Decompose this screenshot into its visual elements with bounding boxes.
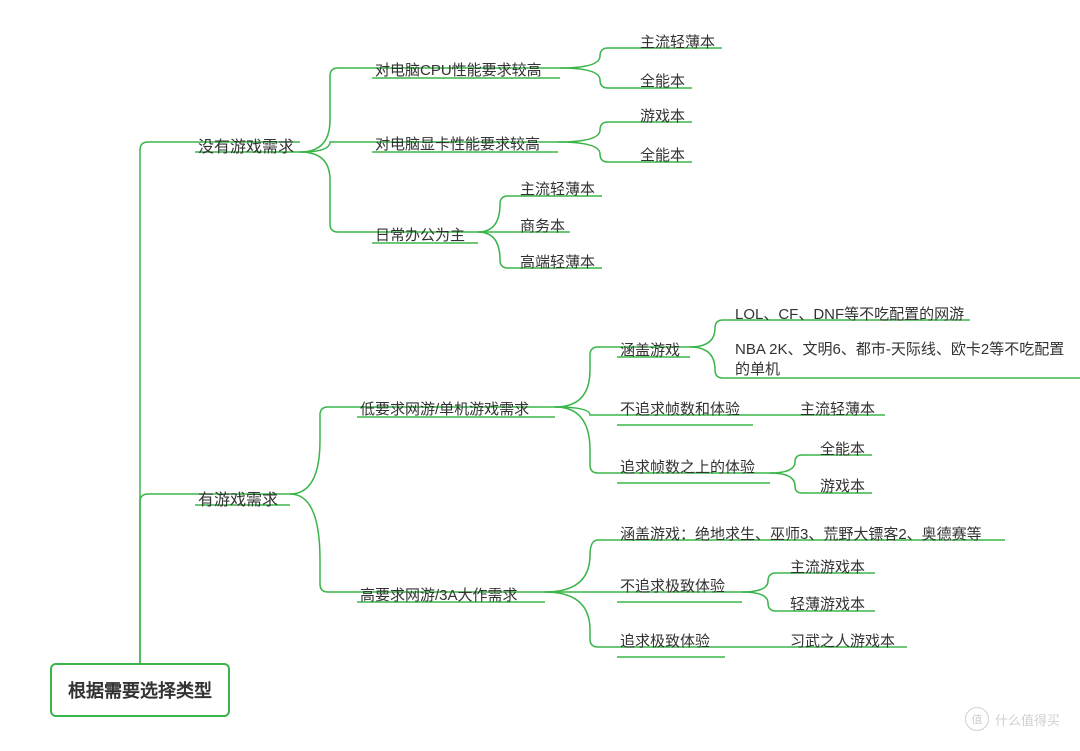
- watermark-badge-icon: 值: [965, 707, 989, 731]
- node-covered-games: 涵盖游戏: [620, 339, 680, 360]
- node-want-fps: 追求帧数之上的体验: [620, 456, 755, 477]
- leaf-thin-light: 主流轻薄本: [640, 31, 715, 52]
- node-want-extreme: 追求极致体验: [620, 630, 710, 651]
- node-cpu-high: 对电脑CPU性能要求较高: [375, 59, 542, 80]
- root-node: 根据需要选择类型: [50, 663, 230, 717]
- leaf-mainstream-gaming: 主流游戏本: [790, 556, 865, 577]
- leaf-premium-thin: 高端轻薄本: [520, 251, 595, 272]
- leaf-gaming-laptop: 游戏本: [640, 105, 685, 126]
- leaf-aaa-games: 涵盖游戏：绝地求生、巫师3、荒野大镖客2、奥德赛等: [620, 523, 982, 544]
- node-office: 日常办公为主: [375, 224, 465, 245]
- node-no-gaming: 没有游戏需求: [198, 133, 294, 157]
- leaf-games-single: NBA 2K、文明6、都市-天际线、欧卡2等不吃配置的单机: [735, 340, 1065, 379]
- watermark-text: 什么值得买: [995, 710, 1060, 729]
- node-no-fps: 不追求帧数和体验: [620, 398, 740, 419]
- node-high-req: 高要求网游/3A大作需求: [360, 584, 518, 605]
- leaf-thin-gaming: 轻薄游戏本: [790, 593, 865, 614]
- leaf-hardcore-gaming: 习武之人游戏本: [790, 630, 895, 651]
- leaf-allround-3: 全能本: [820, 438, 865, 459]
- leaf-mainstream-thin-2: 主流轻薄本: [800, 398, 875, 419]
- leaf-business: 商务本: [520, 215, 565, 236]
- leaf-games-online: LOL、CF、DNF等不吃配置的网游: [735, 303, 964, 324]
- watermark: 值 什么值得买: [965, 707, 1060, 731]
- leaf-allround: 全能本: [640, 70, 685, 91]
- node-gpu-high: 对电脑显卡性能要求较高: [375, 133, 540, 154]
- leaf-allround-2: 全能本: [640, 144, 685, 165]
- leaf-mainstream-thin: 主流轻薄本: [520, 178, 595, 199]
- node-gaming: 有游戏需求: [198, 486, 278, 510]
- node-no-extreme: 不追求极致体验: [620, 575, 725, 596]
- leaf-gaming-2: 游戏本: [820, 475, 865, 496]
- node-low-req: 低要求网游/单机游戏需求: [360, 398, 529, 419]
